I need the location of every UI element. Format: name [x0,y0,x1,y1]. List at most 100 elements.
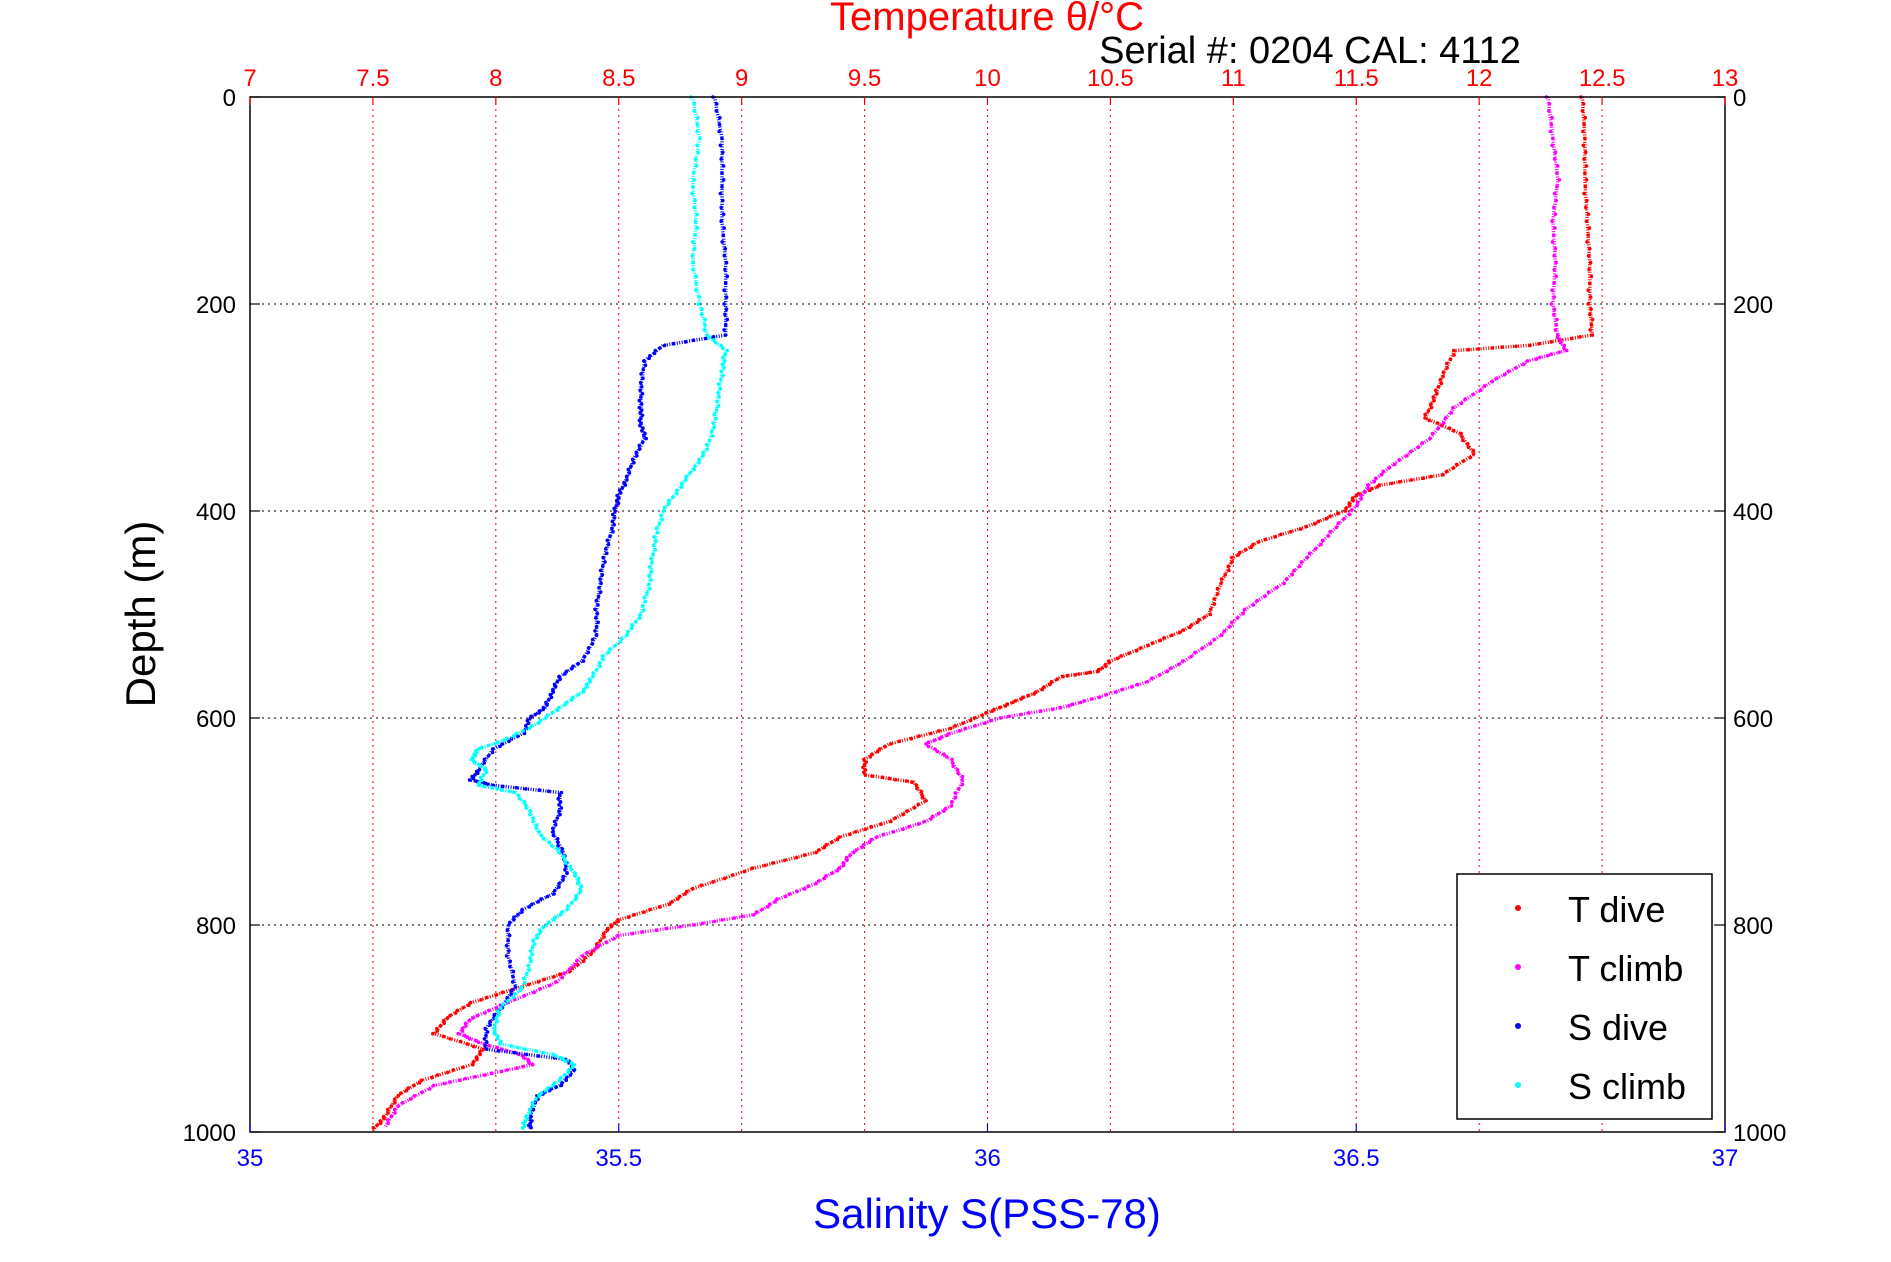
data-point [775,897,779,901]
data-point [615,493,619,498]
data-point [692,247,697,251]
data-point [711,335,716,339]
data-point [1557,350,1561,355]
data-point [732,916,737,920]
data-point [862,843,866,847]
data-point [1583,171,1587,175]
data-point [532,990,537,995]
data-point [557,850,561,855]
data-point [649,569,654,574]
data-point [1215,586,1220,591]
data-point [541,707,546,712]
data-point [585,950,589,955]
data-point [536,980,541,984]
data-point [581,659,586,663]
data-point [625,633,629,637]
data-point [1165,669,1170,674]
data-point [719,378,723,382]
data-point [1039,709,1043,713]
data-point [1048,682,1052,687]
data-point [523,803,528,807]
data-point [637,418,642,423]
data-point [1188,625,1192,630]
data-point [619,491,623,495]
data-point [494,993,499,997]
data-point [723,247,728,251]
data-point [477,783,482,788]
data-point [664,926,669,931]
data-point [640,440,645,444]
data-point [494,1006,499,1010]
data-point [520,907,524,912]
data-point [794,855,799,860]
data-point [445,1070,450,1075]
data-point [957,729,962,733]
data-point [1590,317,1595,322]
data-point [581,687,586,692]
data-point [536,721,541,725]
data-point [517,796,522,801]
data-point [1537,341,1541,346]
data-point [910,780,914,784]
data-point [1565,348,1569,353]
data-point [612,921,617,926]
data-point [538,718,543,723]
data-point [435,1029,440,1033]
data-point [1555,184,1559,189]
data-point [512,915,516,919]
data-point [721,178,726,182]
data-point [659,513,663,518]
data-point [521,1064,525,1069]
data-point [703,336,708,341]
data-point [1193,650,1197,655]
data-point [1556,164,1560,168]
data-point [536,1054,541,1058]
data-point [1555,317,1559,322]
data-point [869,824,873,829]
data-point [695,143,699,148]
data-point [521,729,525,733]
data-point [596,943,601,948]
data-point [1554,322,1558,327]
data-point [1582,122,1586,127]
data-point [605,551,609,556]
data-point [1129,685,1134,689]
data-point [641,376,645,381]
data-point [868,755,873,759]
data-point [641,367,646,372]
data-point [528,809,533,813]
data-point [1506,369,1511,374]
data-point [511,975,515,979]
depth-tick-label-left: 400 [196,499,236,526]
data-point [581,959,586,963]
data-point [1585,198,1589,203]
data-point [711,421,715,425]
series-s-dive [467,95,730,1130]
data-point [1554,260,1558,265]
data-point [700,921,705,926]
data-point [473,1075,478,1079]
data-point [509,992,514,996]
data-point [715,399,719,404]
data-point [551,830,555,834]
data-point [512,1050,517,1055]
data-point [694,288,698,293]
data-point [1212,602,1217,606]
chart-subtitle: Serial #: 0204 CAL: 4112 [1099,30,1521,72]
data-point [670,899,674,904]
data-point [640,413,645,418]
data-point [461,1065,465,1070]
data-point [724,260,729,265]
data-point [565,871,569,876]
data-point [998,705,1002,710]
data-point [1538,355,1542,360]
data-point [956,771,960,775]
data-point [709,429,714,434]
data-point [929,731,933,736]
temperature-tick-label: 9.5 [848,65,881,92]
data-point [1397,479,1402,484]
data-point [719,157,723,161]
data-point [936,811,941,816]
data-point [752,912,756,917]
data-point [723,352,727,356]
